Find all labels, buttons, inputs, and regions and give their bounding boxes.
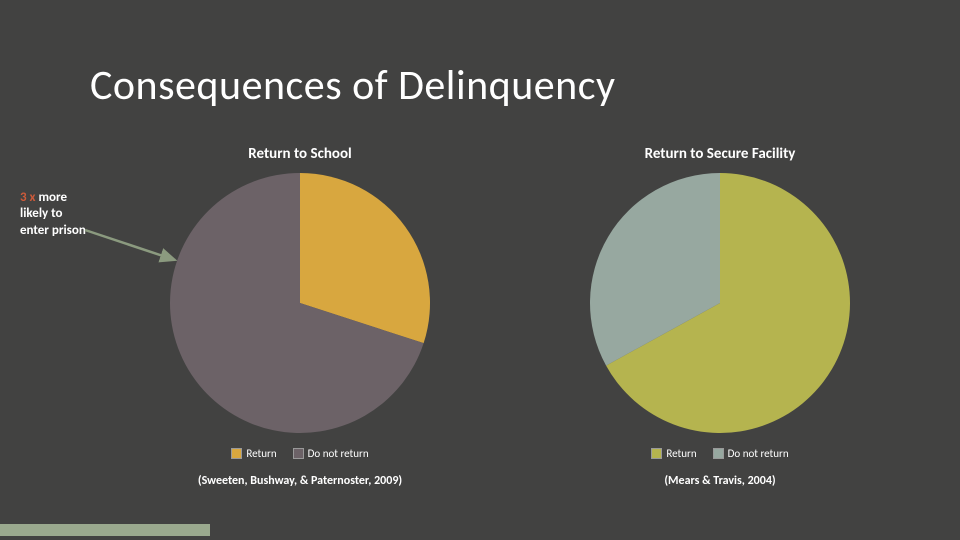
chart-title: Return to Secure Facility [570, 145, 870, 163]
legend-box-icon: ◼ [713, 448, 724, 459]
legend-box-icon: ◼ [231, 448, 242, 459]
legend-label: Do not return [308, 447, 369, 460]
citation: (Mears & Travis, 2004) [570, 474, 870, 488]
legend-item-return: ◼ Return [651, 447, 696, 460]
slide-title: Consequences of Delinquency [90, 60, 616, 111]
legend-item-do-not-return: ◼ Do not return [713, 447, 789, 460]
citation: (Sweeten, Bushway, & Paternoster, 2009) [150, 474, 450, 488]
return-to-school-chart: Return to School ◼ Return ◼ Do not retur… [150, 145, 450, 488]
legend-item-do-not-return: ◼ Do not return [293, 447, 369, 460]
legend-box-icon: ◼ [651, 448, 662, 459]
annotation-highlight: 3 x [20, 190, 36, 205]
legend-item-return: ◼ Return [231, 447, 276, 460]
pie-chart-school [170, 173, 430, 433]
footer-accent-bar [0, 524, 210, 536]
return-to-facility-chart: Return to Secure Facility ◼ Return ◼ Do … [570, 145, 870, 488]
legend-box-icon: ◼ [293, 448, 304, 459]
legend-label: Return [246, 447, 276, 460]
pie-chart-facility [590, 173, 850, 433]
legend: ◼ Return ◼ Do not return [570, 447, 870, 460]
legend: ◼ Return ◼ Do not return [150, 447, 450, 460]
chart-title: Return to School [150, 145, 450, 163]
legend-label: Do not return [728, 447, 789, 460]
legend-label: Return [666, 447, 696, 460]
